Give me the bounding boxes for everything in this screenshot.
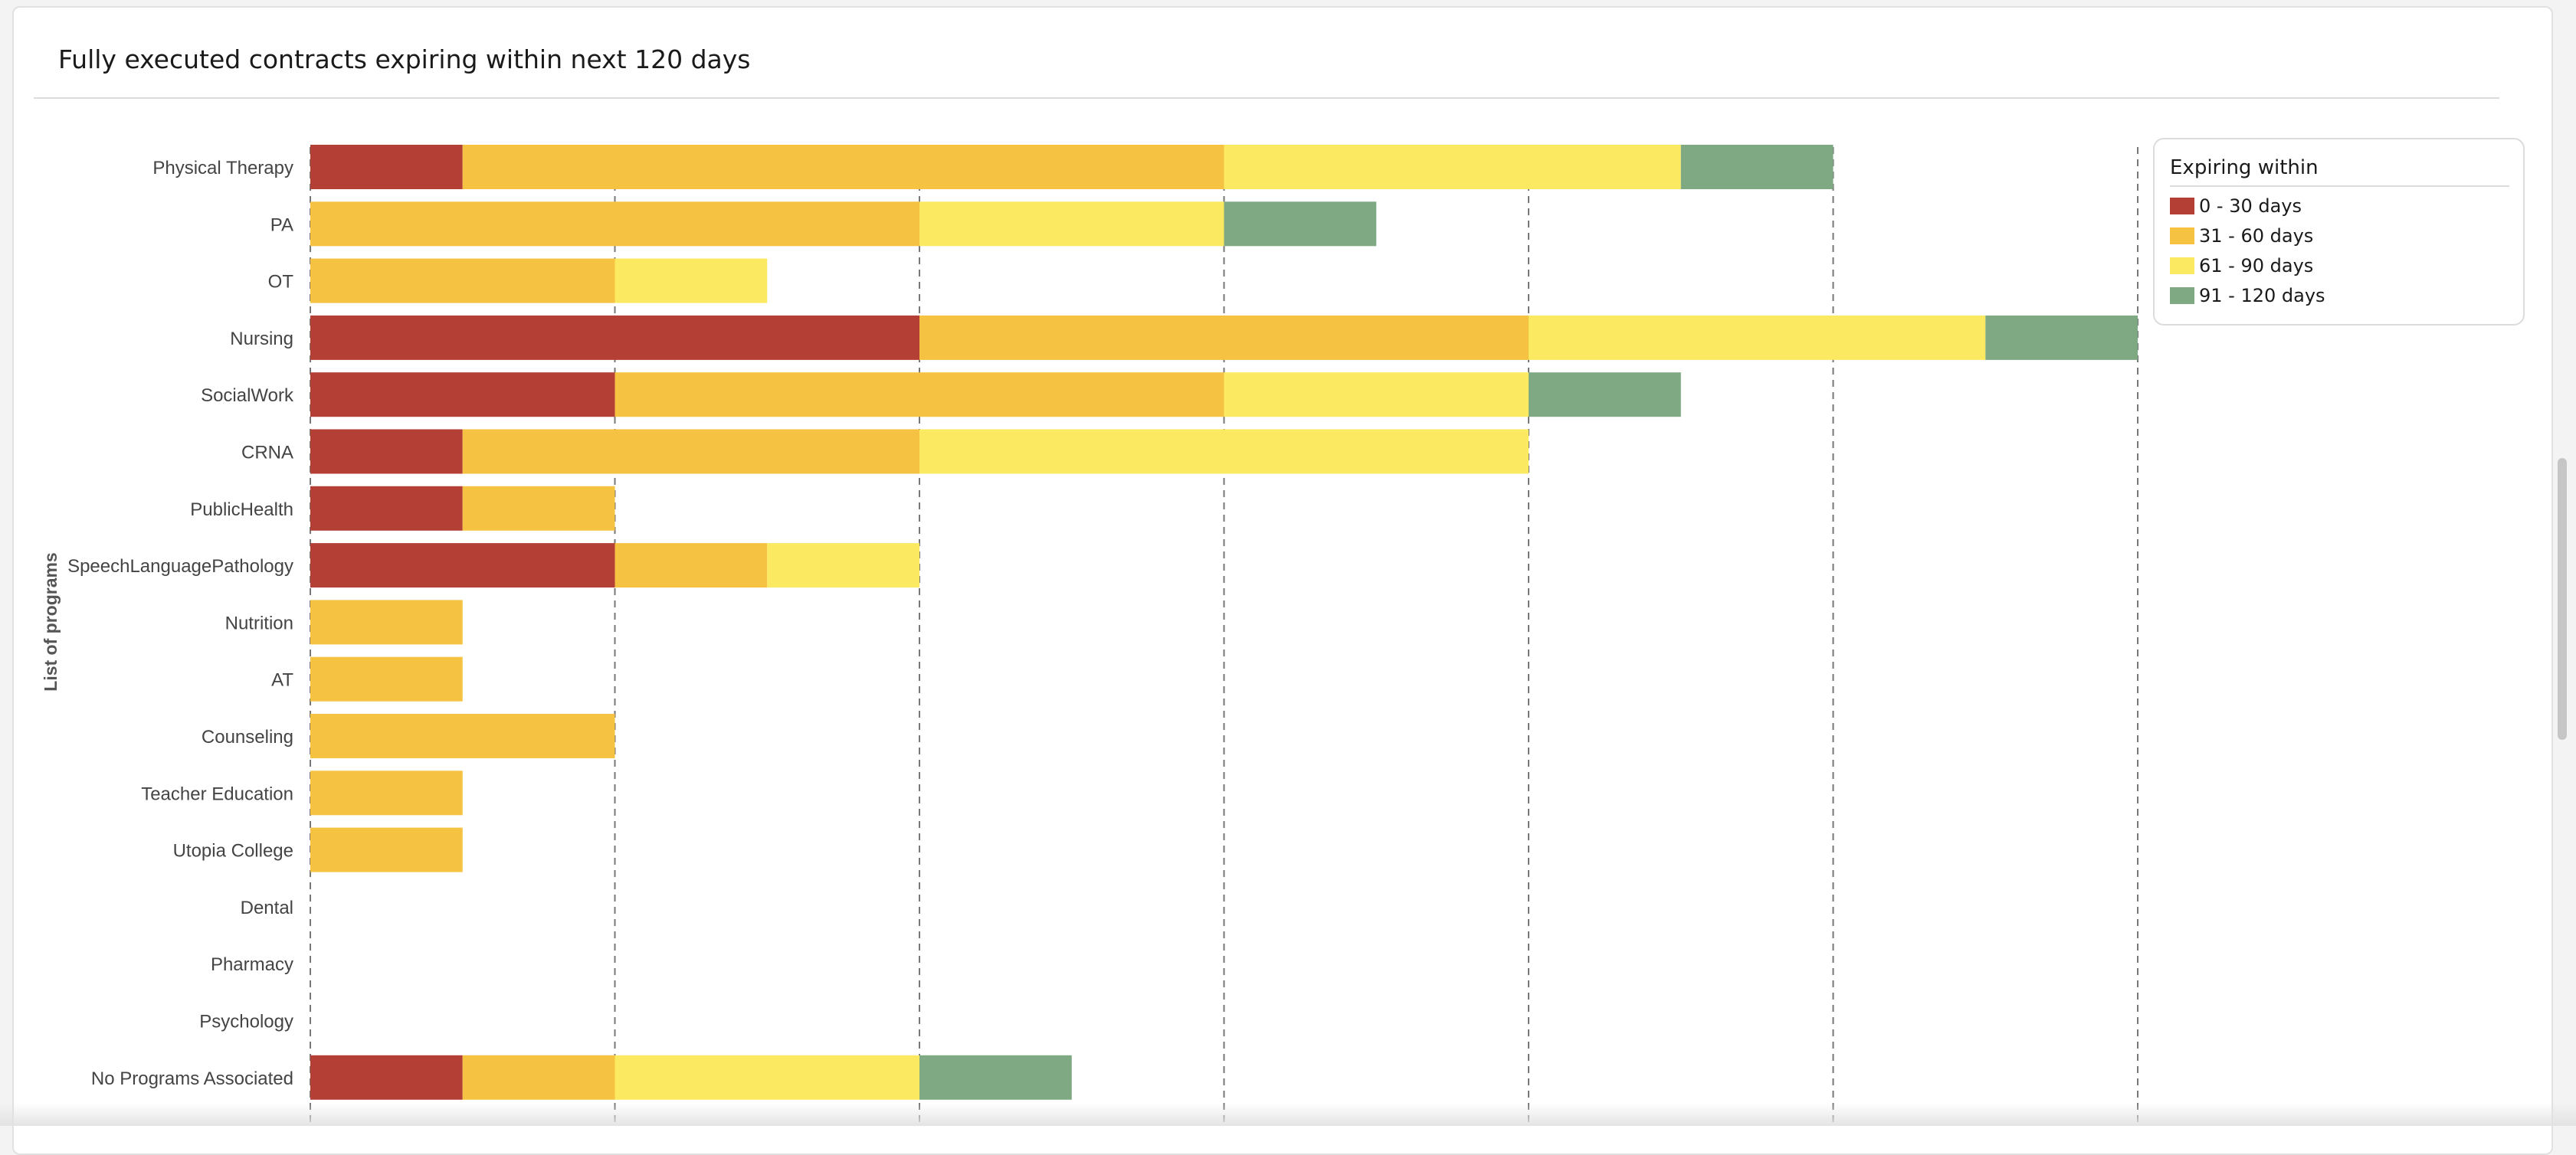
category-label: Pharmacy xyxy=(211,954,293,975)
category-label: Nursing xyxy=(230,329,293,349)
legend-swatch xyxy=(2170,198,2194,214)
category-label: SocialWork xyxy=(201,385,294,406)
bar-segment[interactable] xyxy=(1224,145,1681,189)
bar-segment[interactable] xyxy=(310,827,463,872)
bar-segment[interactable] xyxy=(1529,315,1986,360)
bars xyxy=(310,145,2138,1100)
legend-swatch xyxy=(2170,227,2194,244)
legend-item[interactable]: 31 - 60 days xyxy=(2170,224,2313,247)
card-title: Fully executed contracts expiring within… xyxy=(58,44,751,74)
bar-segment[interactable] xyxy=(310,429,463,474)
bar-segment[interactable] xyxy=(462,486,615,531)
bar-segment[interactable] xyxy=(310,315,919,360)
y-axis-title: List of programs xyxy=(41,552,61,691)
category-label: Dental xyxy=(241,898,293,918)
bar-segment[interactable] xyxy=(462,1055,615,1100)
bar-segment[interactable] xyxy=(310,486,463,531)
legend: Expiring within 0 - 30 days 31 - 60 days… xyxy=(2153,138,2525,326)
category-label: Teacher Education xyxy=(141,784,293,804)
legend-swatch xyxy=(2170,257,2194,274)
bar-segment[interactable] xyxy=(462,145,1224,189)
bar-segment[interactable] xyxy=(615,372,1224,417)
bar-segment[interactable] xyxy=(1224,201,1377,247)
legend-title: Expiring within xyxy=(2170,156,2319,179)
legend-label: 91 - 120 days xyxy=(2199,285,2325,306)
bar-segment[interactable] xyxy=(310,201,919,247)
bar-segment[interactable] xyxy=(310,145,463,189)
bar-segment[interactable] xyxy=(1224,372,1529,417)
bar-segment[interactable] xyxy=(310,1055,463,1100)
legend-label: 61 - 90 days xyxy=(2199,255,2314,276)
bar-segment[interactable] xyxy=(310,543,615,588)
category-label: AT xyxy=(271,670,293,691)
category-label: OT xyxy=(268,272,294,293)
legend-item[interactable]: 0 - 30 days xyxy=(2170,195,2302,218)
bar-segment[interactable] xyxy=(310,714,615,758)
bar-segment[interactable] xyxy=(919,315,1529,360)
bar-segment[interactable] xyxy=(615,258,768,303)
bar-segment[interactable] xyxy=(615,543,768,588)
bar-segment[interactable] xyxy=(919,1055,1072,1100)
legend-label: 0 - 30 days xyxy=(2199,195,2302,217)
bar-segment[interactable] xyxy=(310,372,615,417)
category-labels: Physical Therapy PA OT Nursing SocialWork CRN… xyxy=(67,158,294,1089)
bar-segment[interactable] xyxy=(462,429,919,474)
bottom-fade xyxy=(0,1103,2576,1126)
bar-segment[interactable] xyxy=(310,771,463,816)
category-label: PA xyxy=(270,214,293,235)
category-label: Psychology xyxy=(199,1012,293,1032)
title-divider xyxy=(34,97,2499,99)
category-label: No Programs Associated xyxy=(91,1068,293,1089)
bar-segment[interactable] xyxy=(919,429,1529,474)
legend-item[interactable]: 61 - 90 days xyxy=(2170,254,2313,277)
category-label: Counseling xyxy=(202,727,293,748)
bar-segment[interactable] xyxy=(310,258,615,303)
legend-label: 31 - 60 days xyxy=(2199,225,2314,247)
category-label: PublicHealth xyxy=(190,499,293,520)
stacked-bar-chart: Physical Therapy PA OT Nursing SocialWork CRN… xyxy=(41,145,2138,1126)
category-label: Physical Therapy xyxy=(152,158,293,178)
legend-swatch xyxy=(2170,287,2194,304)
bar-segment[interactable] xyxy=(310,656,463,702)
category-label: SpeechLanguagePathology xyxy=(67,556,293,577)
bar-segment[interactable] xyxy=(310,600,463,645)
grid-lines xyxy=(310,147,2138,1126)
category-label: Nutrition xyxy=(225,613,293,633)
bar-segment[interactable] xyxy=(1680,145,1834,189)
bar-segment[interactable] xyxy=(767,543,919,588)
legend-item[interactable]: 91 - 120 days xyxy=(2170,284,2325,307)
bar-segment[interactable] xyxy=(919,201,1224,247)
bar-segment[interactable] xyxy=(1529,372,1681,417)
category-label: CRNA xyxy=(241,443,293,463)
bar-segment[interactable] xyxy=(615,1055,920,1100)
legend-divider xyxy=(2170,185,2509,187)
scrollbar-thumb[interactable] xyxy=(2558,458,2567,740)
bar-segment[interactable] xyxy=(1985,315,2138,360)
category-label: Utopia College xyxy=(173,841,293,862)
